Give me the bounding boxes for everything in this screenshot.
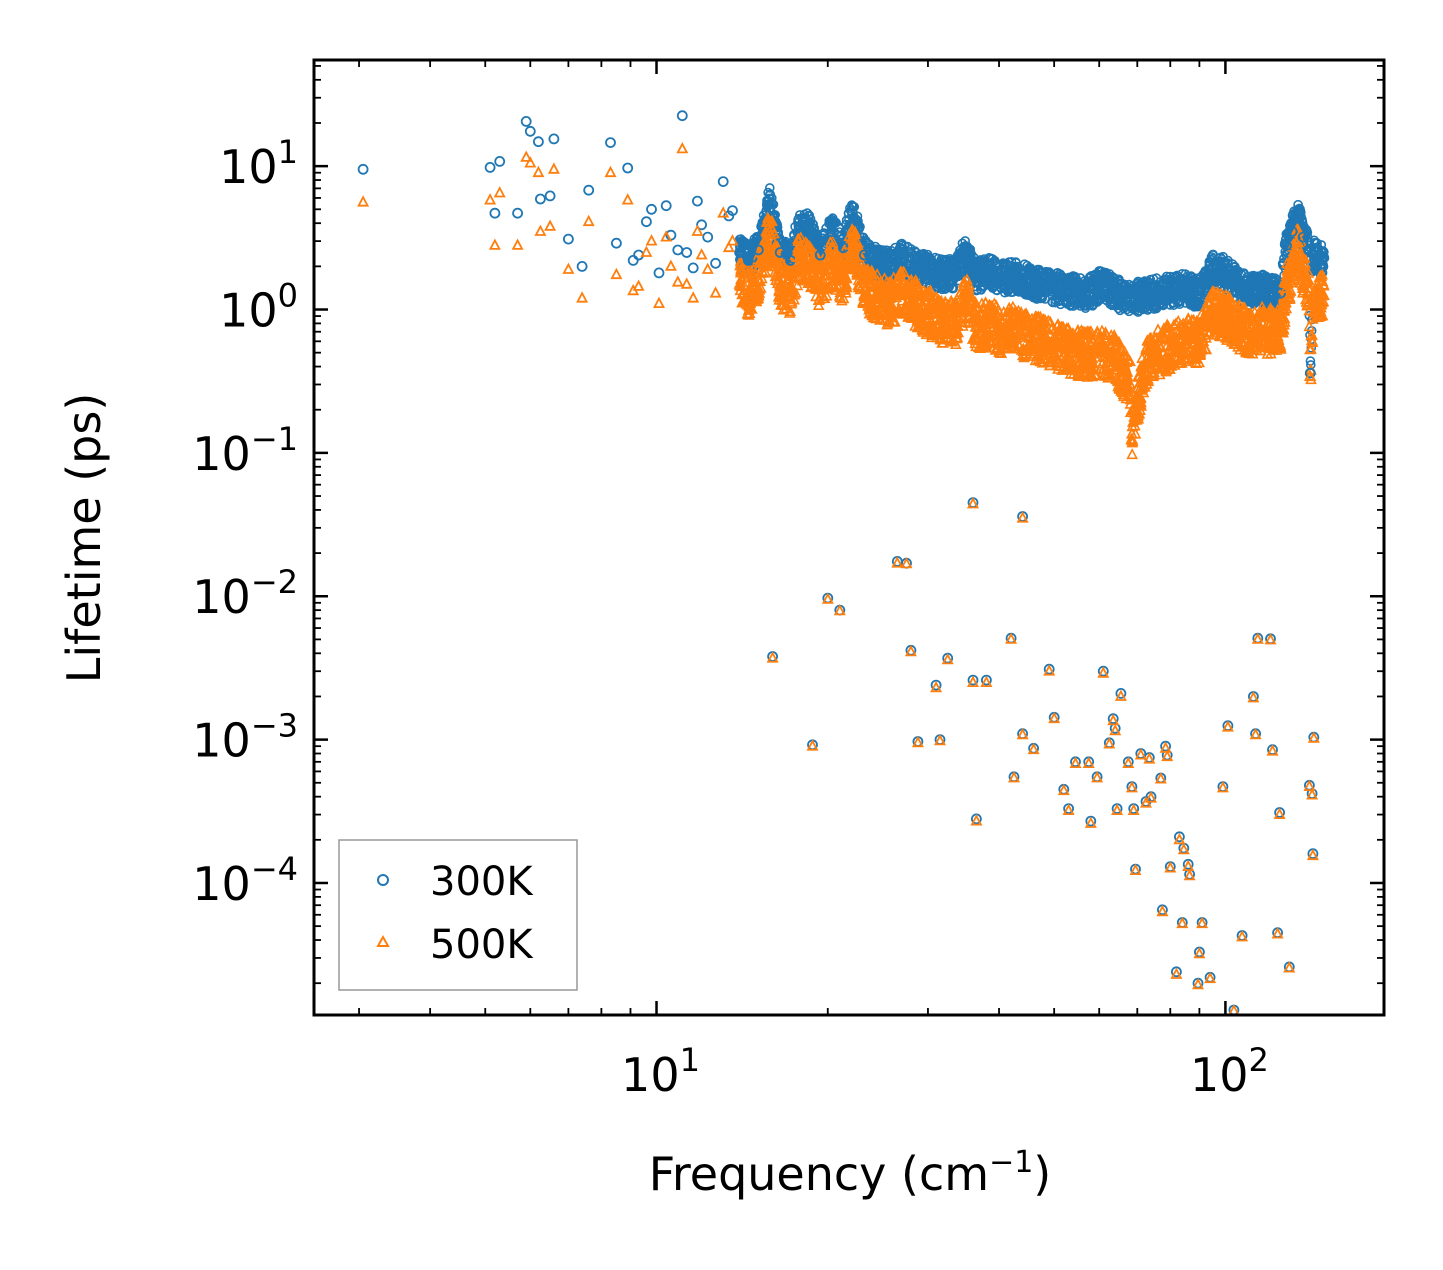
band-marker-300K bbox=[1258, 269, 1268, 280]
band-marker-300K bbox=[1161, 271, 1172, 282]
band-marker-300K bbox=[1249, 296, 1260, 306]
band-marker-300K bbox=[1170, 272, 1181, 282]
